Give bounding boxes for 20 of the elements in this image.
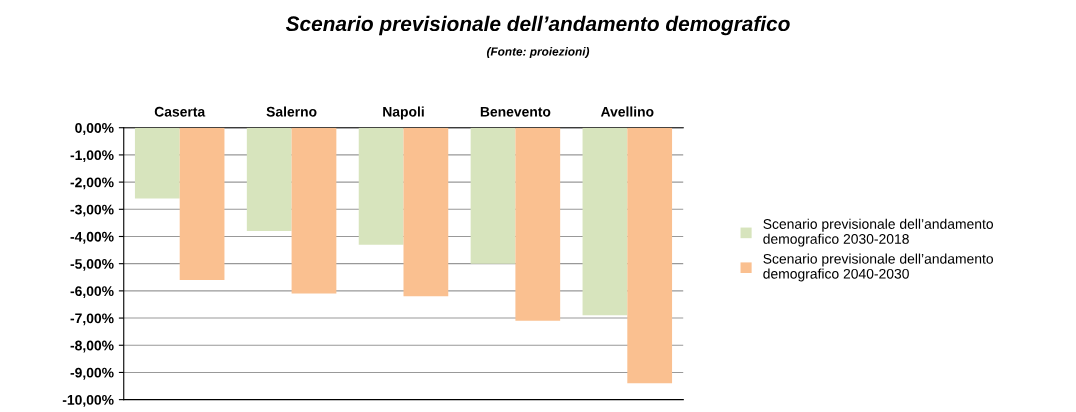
x-tick-label: Salerno	[266, 106, 317, 117]
y-tick-label: -10,00%	[62, 394, 114, 407]
x-tick-label: Napoli	[383, 106, 424, 120]
y-tick-label: 0,00%	[75, 123, 114, 135]
y-tick-label: -5,00%	[70, 259, 114, 271]
y-tick-label: -3,00%	[70, 204, 114, 217]
y-tick-label: -6,00%	[70, 286, 114, 299]
y-tick-label: -1,00%	[70, 150, 114, 163]
y-tick-label: -9,00%	[70, 367, 114, 380]
x-tick-label: Avellino	[600, 106, 654, 117]
y-tick-label: -7,00%	[70, 313, 114, 326]
x-tick-label: Caserta	[154, 106, 206, 117]
x-tick-label: Benevento	[480, 106, 551, 117]
legend-label: Scenario previsionale dell’andamento demografico 2040-2030	[763, 253, 994, 282]
chart-title: Scenario previsionale dell’andamento demografico	[285, 15, 790, 36]
y-tick-label: -2,00%	[70, 177, 114, 190]
y-tick-label: -8,00%	[70, 340, 114, 353]
legend-label: Scenario previsionale dell’andamento demografico 2030-2018	[763, 218, 994, 247]
chart-subtitle: (Fonte: proiezioni)	[486, 47, 590, 59]
y-tick-label: -4,00%	[70, 231, 114, 244]
